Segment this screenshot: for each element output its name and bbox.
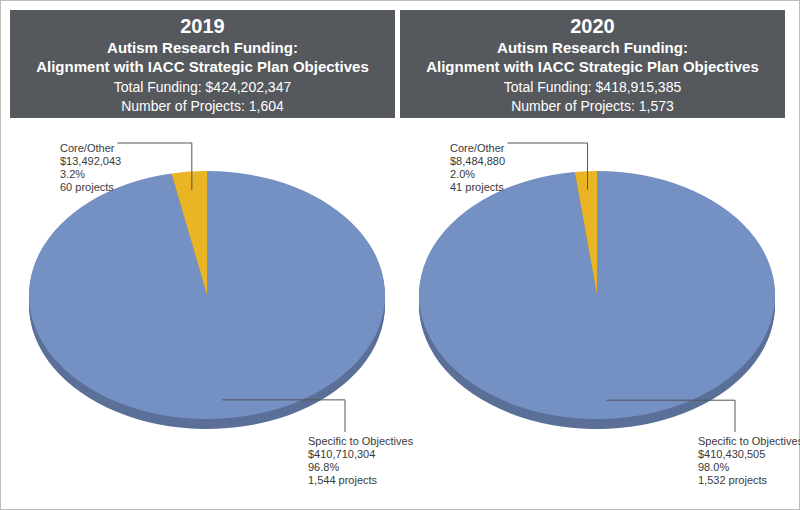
chart-title: 2019 [180, 15, 225, 37]
chart-subtitle: Total Funding: $418,915,385 [504, 79, 682, 95]
chart-subtitle: Autism Research Funding: [107, 39, 298, 56]
header-box [10, 10, 395, 118]
data-label: 2.0% [450, 168, 475, 180]
data-label: 96.8% [308, 461, 339, 473]
chart-subtitle: Total Funding: $424,202,347 [114, 79, 292, 95]
data-label: 98.0% [698, 461, 729, 473]
leader-line [222, 400, 345, 432]
chart-subtitle: Number of Projects: 1,573 [511, 98, 674, 114]
projects-label: 1,532 projects [698, 474, 768, 486]
funding-label: $410,710,304 [308, 448, 375, 460]
pie-slice [29, 171, 385, 419]
projects-label: 1,544 projects [308, 474, 378, 486]
pie-top [419, 171, 775, 419]
projects-label: 41 projects [450, 181, 504, 193]
chart-subtitle: Alignment with IACC Strategic Plan Objec… [36, 58, 369, 75]
chart-subtitle: Number of Projects: 1,604 [121, 98, 284, 114]
funding-label: $410,430,505 [698, 448, 765, 460]
chart-title: 2020 [570, 15, 615, 37]
chart-subtitle: Autism Research Funding: [497, 39, 688, 56]
funding-label: $13,492,043 [60, 155, 121, 167]
slice-label: Core/Other [60, 142, 115, 154]
slice-label: Specific to Objectives [308, 435, 414, 447]
leader-line [607, 400, 736, 432]
pie-panel: 2019 Autism Research Funding: Alignment wi… [10, 10, 414, 486]
chart-subtitle: Alignment with IACC Strategic Plan Objec… [426, 58, 759, 75]
pie-top [29, 171, 385, 419]
data-label: 3.2% [60, 168, 85, 180]
funding-label: $8,484,880 [450, 155, 505, 167]
pie-panel: 2020 Autism Research Funding: Alignment wi… [400, 10, 800, 486]
chart-canvas: 2019 Autism Research Funding: Alignment wi… [0, 0, 800, 510]
slice-label: Core/Other [450, 142, 505, 154]
pie-slice [419, 171, 775, 419]
pie-plot [29, 171, 385, 429]
header-box [400, 10, 785, 118]
leader-line [117, 143, 191, 190]
pie-plot [419, 171, 775, 429]
leader-line [507, 143, 587, 190]
frame [1, 1, 800, 510]
projects-label: 60 projects [60, 181, 114, 193]
slice-label: Specific to Objectives [698, 435, 800, 447]
